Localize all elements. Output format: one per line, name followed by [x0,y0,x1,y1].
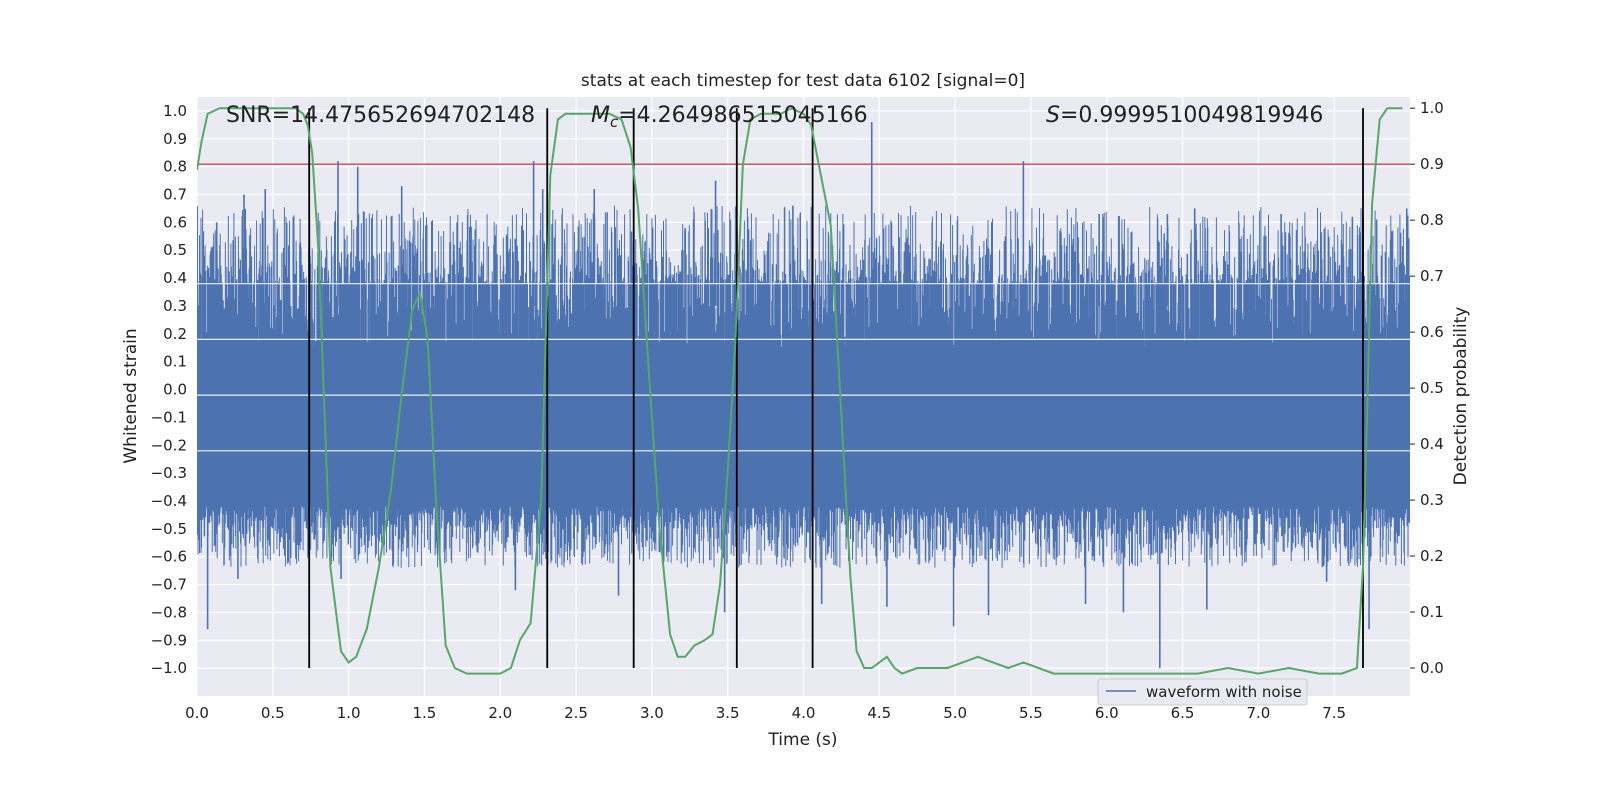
x-tick-label: 5.0 [943,704,967,722]
y2-tick-label: 1.0 [1420,99,1444,117]
x-tick-label: 6.5 [1171,704,1195,722]
y-tick-label: 0.5 [163,241,187,259]
chirp-mass-subscript: c [610,113,619,131]
axes: 0.0 0.5 1.0 1.5 2.0 2.5 3.0 3.5 4.0 4.5 5.0 5.5 6.0 6… [151,99,1444,722]
y-tick-label: −0.4 [151,492,187,510]
y-tick-label: −0.2 [151,436,187,454]
x-tick-label: 7.5 [1322,704,1346,722]
y-tick-label: 0.1 [163,353,187,371]
x-tick-label: 3.0 [640,704,664,722]
x-tick-label: 3.5 [716,704,740,722]
x-tick-label: 4.5 [867,704,891,722]
x-tick-label: 2.0 [488,704,512,722]
y2-tick-label: 0.1 [1420,603,1444,621]
legend-label: waveform with noise [1146,683,1302,701]
x-tick-label: 5.5 [1019,704,1043,722]
y-tick-label: −0.5 [151,520,187,538]
chirp-mass-symbol: M [591,103,610,128]
waveform-noise [197,205,1410,568]
y2-tick-label: 0.8 [1420,211,1444,229]
y-tick-label: −1.0 [151,659,187,677]
legend: waveform with noise [1097,678,1308,706]
y-tick-label: 0.6 [163,213,187,231]
probability-series [197,107,1403,675]
x-tick-label: 1.5 [413,704,437,722]
x-tick-label: 6.0 [1095,704,1119,722]
y2-tick-label: 0.4 [1420,435,1444,453]
y-tick-label: 0.4 [163,269,187,287]
x-tick-label: 0.0 [185,704,209,722]
x-tick-label: 1.0 [337,704,361,722]
vertical-markers [308,108,1364,669]
x-tick-label: 7.0 [1246,704,1270,722]
waveform-series [197,122,1410,669]
y-tick-label: −0.1 [151,408,187,426]
y-tick-label: 0.9 [163,130,187,148]
y2-tick-label: 0.7 [1420,267,1444,285]
x-tick-label: 0.5 [261,704,285,722]
y2-tick-label: 0.9 [1420,155,1444,173]
y-tick-label: 1.0 [163,102,187,120]
y-tick-label: −0.9 [151,631,187,649]
x-tick-label: 4.0 [792,704,816,722]
chirp-mass-value: =4.264986515045166 [618,103,867,128]
s-value: =0.9999510049819946 [1060,103,1323,128]
y2-tick-label: 0.5 [1420,379,1444,397]
x-tick-label: 2.5 [564,704,588,722]
y-tick-label: 0.3 [163,297,187,315]
y-tick-label: −0.3 [151,464,187,482]
y-tick-label: 0.8 [163,158,187,176]
probability-line [197,107,1403,675]
y2-tick-label: 0.6 [1420,323,1444,341]
y-tick-label: −0.8 [151,603,187,621]
legend-box [1097,678,1308,706]
y-tick-label: −0.6 [151,548,187,566]
y2-tick-label: 0.2 [1420,547,1444,565]
s-symbol: S [1046,103,1060,128]
y2-tick-label: 0.0 [1420,659,1444,677]
y2-axis-label: Detection probability [1451,307,1471,486]
y-axis-label: Whitened strain [121,328,141,463]
chirp-mass-annotation: Mc=4.264986515045166 [591,103,868,131]
y-tick-label: 0.0 [163,381,187,399]
y-tick-label: 0.2 [163,325,187,343]
chart-title: stats at each timestep for test data 610… [581,71,1025,91]
y2-tick-label: 0.3 [1420,491,1444,509]
y-tick-label: −0.7 [151,576,187,594]
s-annotation: S=0.9999510049819946 [1046,103,1323,128]
y-tick-label: 0.7 [163,186,187,204]
x-axis-label: Time (s) [767,730,837,750]
snr-annotation: SNR=14.475652694702148 [226,103,535,128]
